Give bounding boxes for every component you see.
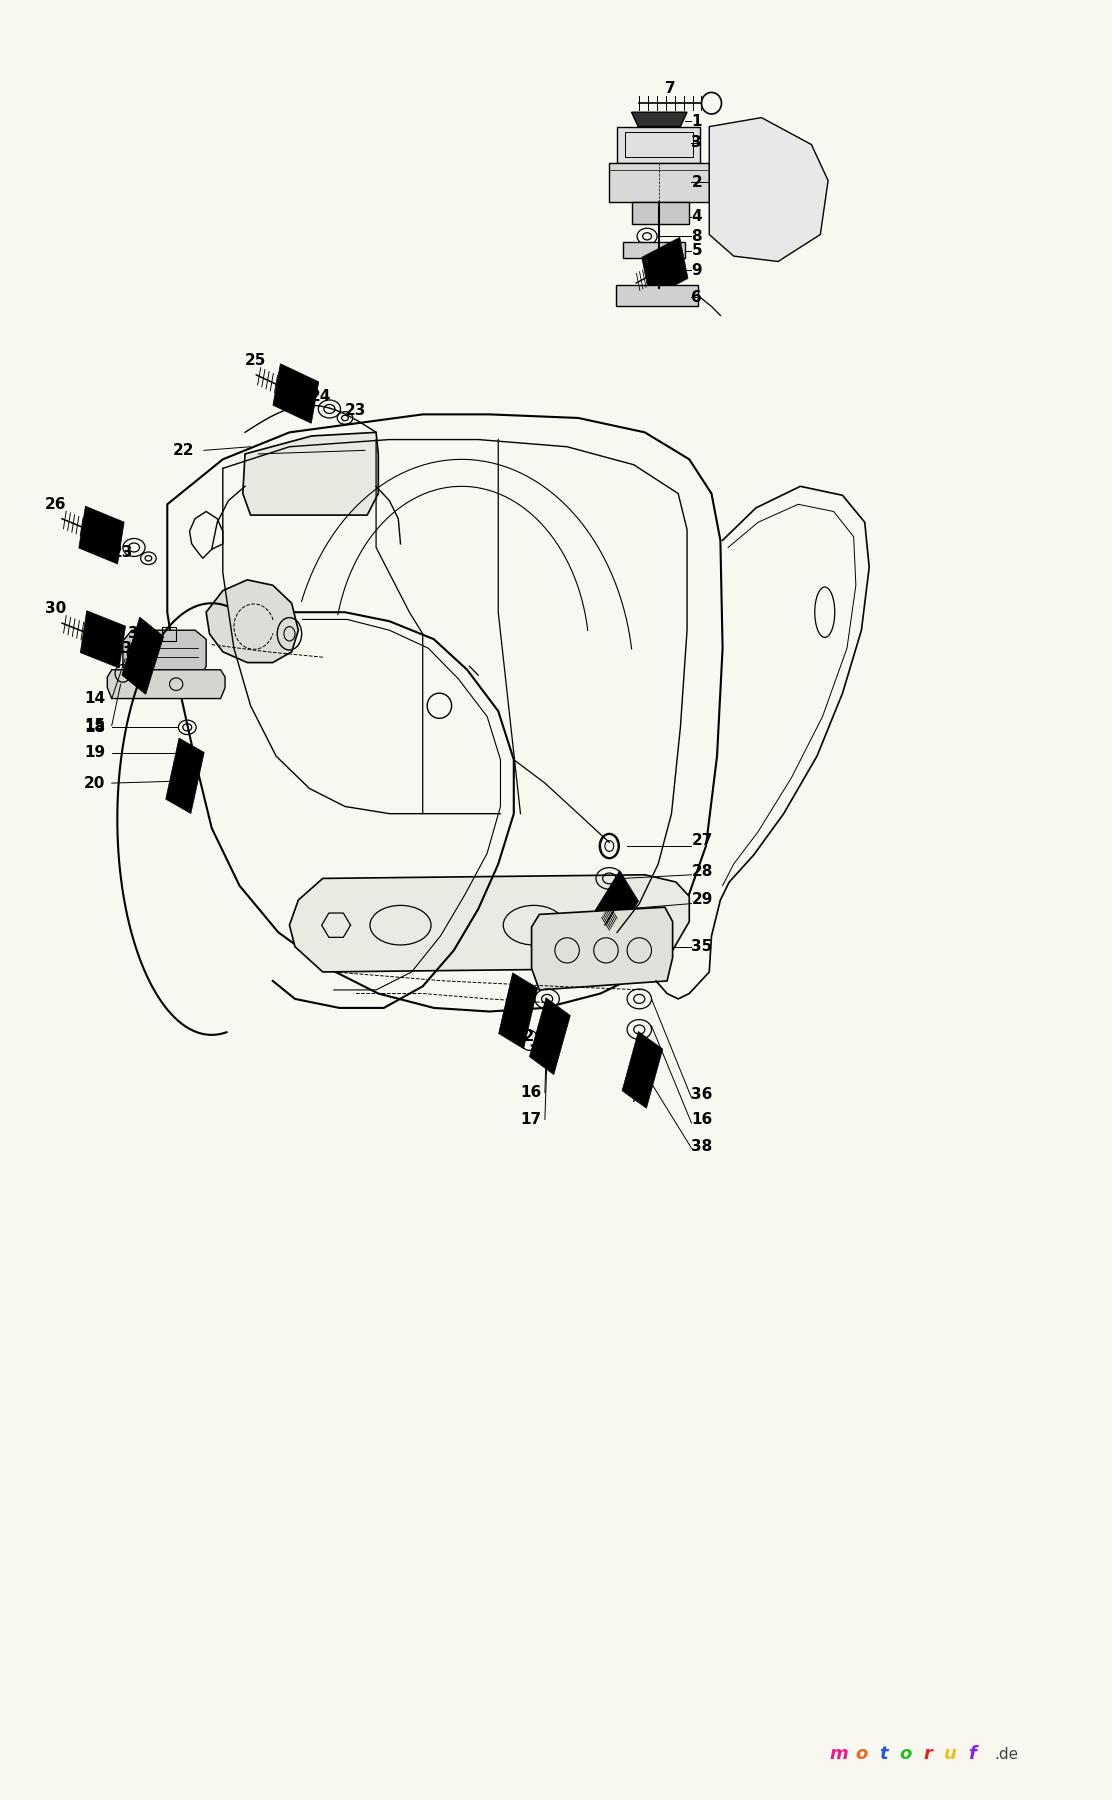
Text: 26: 26 bbox=[46, 497, 67, 511]
Text: 23: 23 bbox=[111, 545, 133, 560]
Text: 12: 12 bbox=[131, 650, 153, 664]
Polygon shape bbox=[632, 112, 687, 126]
Polygon shape bbox=[122, 630, 206, 680]
Text: 14: 14 bbox=[85, 691, 106, 706]
Text: r: r bbox=[924, 1746, 933, 1764]
Polygon shape bbox=[289, 875, 689, 972]
Polygon shape bbox=[592, 871, 638, 947]
Text: 2: 2 bbox=[692, 175, 703, 189]
Polygon shape bbox=[709, 117, 828, 261]
Text: 35: 35 bbox=[692, 940, 713, 954]
Text: 8: 8 bbox=[692, 229, 702, 243]
Polygon shape bbox=[206, 580, 298, 662]
Polygon shape bbox=[242, 432, 378, 515]
Text: 13: 13 bbox=[528, 1044, 549, 1058]
Polygon shape bbox=[617, 126, 701, 162]
Polygon shape bbox=[498, 974, 537, 1049]
Text: 25: 25 bbox=[245, 353, 267, 367]
Text: 12: 12 bbox=[514, 1030, 535, 1044]
Polygon shape bbox=[108, 670, 225, 698]
Text: 16: 16 bbox=[692, 1112, 713, 1127]
Polygon shape bbox=[642, 238, 688, 299]
Text: 19: 19 bbox=[85, 745, 106, 760]
Polygon shape bbox=[623, 241, 685, 257]
Text: o: o bbox=[900, 1746, 912, 1764]
Polygon shape bbox=[532, 907, 673, 990]
Text: 17: 17 bbox=[520, 1112, 542, 1127]
Text: 7: 7 bbox=[665, 81, 675, 97]
Text: 38: 38 bbox=[692, 1139, 713, 1154]
Polygon shape bbox=[166, 738, 205, 814]
Text: m: m bbox=[830, 1746, 848, 1764]
Text: o: o bbox=[855, 1746, 867, 1764]
Text: 36: 36 bbox=[692, 1087, 713, 1102]
Text: 24: 24 bbox=[92, 527, 113, 542]
Text: 24: 24 bbox=[309, 389, 330, 403]
Text: 28: 28 bbox=[692, 864, 713, 878]
Text: 20: 20 bbox=[85, 776, 106, 790]
Polygon shape bbox=[79, 506, 125, 563]
Polygon shape bbox=[632, 202, 689, 223]
Text: 4: 4 bbox=[692, 209, 702, 223]
Text: 15: 15 bbox=[85, 718, 106, 733]
Polygon shape bbox=[616, 284, 698, 306]
Text: 3: 3 bbox=[692, 135, 702, 149]
Text: 22: 22 bbox=[172, 443, 195, 457]
Text: 6: 6 bbox=[692, 290, 703, 304]
Polygon shape bbox=[122, 617, 163, 695]
Text: 29: 29 bbox=[692, 893, 713, 907]
Polygon shape bbox=[80, 610, 126, 668]
Text: 30: 30 bbox=[46, 601, 67, 616]
Text: 1: 1 bbox=[692, 113, 702, 130]
Text: 13: 13 bbox=[111, 641, 132, 655]
Text: u: u bbox=[944, 1746, 956, 1764]
Polygon shape bbox=[272, 364, 319, 423]
Polygon shape bbox=[529, 997, 570, 1075]
Text: f: f bbox=[969, 1746, 976, 1764]
Text: 5: 5 bbox=[692, 243, 702, 257]
Text: 9: 9 bbox=[692, 263, 702, 277]
Text: 16: 16 bbox=[520, 1085, 542, 1100]
Text: t: t bbox=[880, 1746, 888, 1764]
Polygon shape bbox=[622, 1031, 663, 1109]
Polygon shape bbox=[609, 162, 709, 202]
Text: 18: 18 bbox=[85, 720, 106, 734]
Text: 23: 23 bbox=[345, 403, 366, 418]
Text: 31: 31 bbox=[128, 626, 149, 641]
Text: 27: 27 bbox=[692, 833, 713, 848]
Text: .de: .de bbox=[995, 1746, 1019, 1762]
